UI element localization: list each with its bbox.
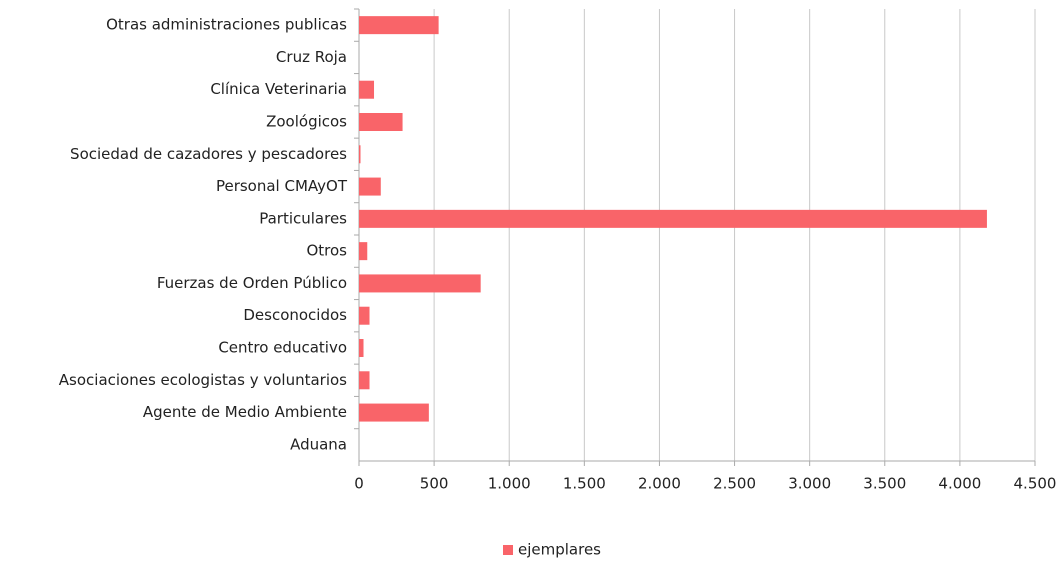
x-tick-label: 1.000 — [488, 475, 531, 493]
y-tick-label: Zoológicos — [266, 113, 347, 131]
bar — [359, 113, 403, 131]
x-tick-label: 0 — [354, 475, 364, 493]
y-tick-label: Otras administraciones publicas — [106, 16, 347, 34]
x-tick-label: 2.000 — [638, 475, 681, 493]
x-tick-label: 4.500 — [1014, 475, 1057, 493]
x-tick-label: 2.500 — [713, 475, 756, 493]
legend-label: ejemplares — [518, 541, 601, 559]
bar — [359, 209, 987, 228]
bar — [359, 80, 375, 99]
y-tick-label: Particulares — [259, 209, 347, 227]
y-tick-label: Personal CMAyOT — [216, 177, 348, 195]
y-tick-label: Aduana — [290, 435, 347, 453]
x-tick-label: 3.500 — [863, 475, 906, 493]
y-tick-label: Fuerzas de Orden Público — [157, 274, 347, 292]
y-tick-label: Desconocidos — [243, 306, 347, 324]
x-tick-label: 3.000 — [788, 475, 831, 493]
bar — [359, 403, 429, 422]
y-tick-label: Agente de Medio Ambiente — [143, 403, 347, 421]
bar — [359, 274, 481, 293]
bar — [359, 145, 361, 164]
y-tick-label: Centro educativo — [218, 339, 347, 357]
bar — [359, 177, 381, 196]
bar — [359, 339, 364, 357]
y-tick-label: Asociaciones ecologistas y voluntarios — [59, 371, 347, 389]
bar — [359, 306, 370, 325]
bar — [359, 242, 368, 261]
y-tick-label: Sociedad de cazadores y pescadores — [70, 145, 347, 163]
bar — [359, 371, 370, 390]
bar — [359, 16, 439, 35]
legend-swatch — [503, 545, 513, 555]
x-tick-label: 1.500 — [563, 475, 606, 493]
x-tick-label: 4.000 — [938, 475, 981, 493]
y-tick-label: Clínica Veterinaria — [210, 80, 347, 98]
x-tick-label: 500 — [420, 475, 449, 493]
y-tick-label: Cruz Roja — [276, 48, 347, 66]
y-tick-label: Otros — [306, 242, 347, 260]
